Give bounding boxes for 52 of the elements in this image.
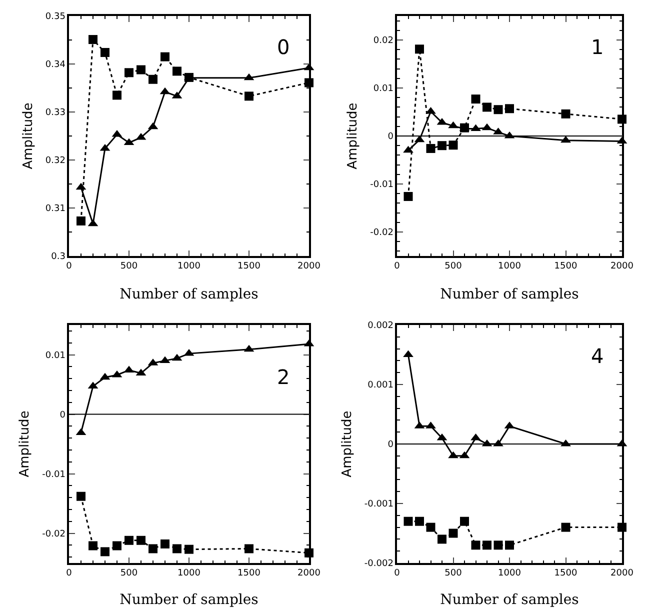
y-tick-label: 0.01: [45, 350, 66, 361]
y-tick-label: 0: [388, 440, 394, 450]
x-tick-label: 500: [120, 568, 138, 579]
x-axis-title: Number of samples: [120, 592, 258, 608]
y-axis-title: Amplitude: [20, 102, 36, 170]
y-tick-label: 0.35: [45, 12, 66, 22]
x-tick-label: 1500: [554, 262, 578, 272]
x-tick-label: 1000: [498, 568, 522, 579]
x-tick-label: 1000: [498, 262, 522, 272]
y-axis-title: Amplitude: [346, 102, 361, 170]
x-axis-title: Number of samples: [440, 286, 579, 302]
y-tick-label: 0.02: [373, 36, 394, 46]
annotation: 1: [591, 35, 604, 59]
y-tick-label: 0: [60, 410, 66, 420]
x-tick-label: 2000: [298, 262, 321, 272]
y-tick-label: 0.34: [45, 60, 66, 70]
x-tick-label: 0: [394, 262, 400, 272]
y-tick-label: 0.01: [373, 84, 394, 94]
x-tick-label: 1000: [178, 262, 201, 272]
x-tick-label: 0: [394, 568, 400, 579]
y-tick-label: -0.01: [370, 180, 394, 190]
y-axis-title: Amplitude: [18, 410, 33, 478]
x-tick-label: 1500: [238, 568, 261, 579]
x-tick-label: 1500: [554, 568, 578, 579]
x-tick-label: 2000: [610, 262, 634, 272]
y-tick-label: 0.002: [368, 321, 394, 332]
y-tick-label: 0.33: [45, 108, 66, 118]
annotation: 2: [277, 365, 290, 389]
x-tick-label: 1500: [238, 262, 261, 272]
annotation: 4: [591, 344, 604, 368]
x-axis-title: Number of samples: [120, 286, 258, 302]
y-tick-label: -0.002: [364, 559, 394, 570]
x-tick-label: 1000: [178, 568, 201, 579]
x-tick-label: 2000: [298, 568, 321, 579]
annotation: 0: [277, 35, 290, 59]
y-tick-label: 0.31: [45, 204, 66, 214]
y-tick-label: -0.02: [370, 228, 394, 238]
y-tick-label: -0.001: [364, 500, 394, 510]
y-tick-label: 0: [388, 132, 394, 142]
x-tick-label: 500: [444, 568, 462, 579]
x-tick-label: 500: [120, 262, 138, 272]
x-tick-label: 500: [444, 262, 462, 272]
x-tick-label: 0: [66, 262, 72, 272]
x-tick-label: 2000: [610, 568, 634, 579]
y-axis-title: Amplitude: [340, 410, 355, 478]
x-axis-title: Number of samples: [440, 592, 579, 608]
y-tick-label: 0.32: [45, 156, 66, 166]
y-tick-label: 0.001: [368, 380, 394, 391]
y-tick-label: -0.01: [42, 470, 66, 480]
y-tick-label: -0.02: [42, 529, 66, 540]
x-tick-label: 0: [66, 568, 72, 579]
y-tick-label: 0.3: [51, 252, 66, 262]
